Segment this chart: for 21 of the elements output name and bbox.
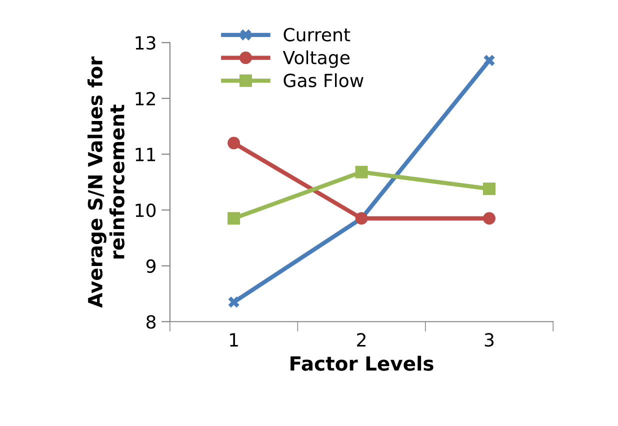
legend-label: Current (284, 28, 350, 42)
point (228, 136, 240, 150)
legend-label: Gas Flow (284, 73, 364, 88)
legend-label: Voltage (282, 50, 350, 68)
x-tick-label: 2 (357, 333, 366, 346)
point (355, 166, 368, 178)
y-axis-title: Average S/N Values for reinforcement (87, 56, 124, 308)
x-tick-label: 1 (230, 333, 238, 346)
y-tick-label: 13 (136, 36, 156, 50)
x-axis-title: Factor Levels (290, 356, 434, 371)
point (228, 212, 240, 225)
y-tick-label: 9 (146, 259, 156, 273)
y-tick-label: 10 (136, 203, 156, 218)
point (228, 296, 240, 308)
x-tick-label: 3 (484, 333, 494, 347)
y-tick-label: 8 (146, 315, 156, 329)
point (483, 212, 496, 225)
y-tick-label: 11 (136, 148, 156, 162)
point (484, 54, 495, 66)
point (483, 182, 496, 196)
y-tick-label: 12 (136, 92, 155, 106)
